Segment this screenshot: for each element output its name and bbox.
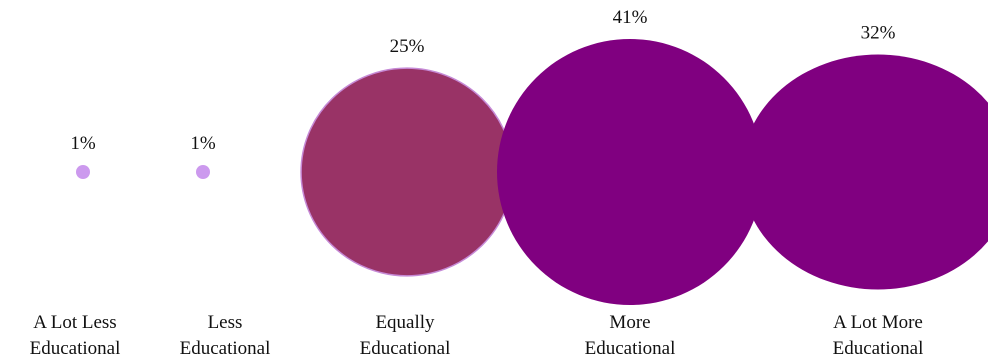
category-label-4-line-2: Educational: [585, 338, 676, 359]
bubble-2: [196, 165, 210, 179]
category-label-5-line-2: Educational: [833, 338, 924, 359]
category-label-1-line-1: A Lot Less: [33, 312, 116, 333]
category-label-1-line-2: Educational: [30, 338, 121, 359]
value-label-2: 1%: [190, 133, 216, 154]
category-label-2-line-1: Less: [208, 312, 243, 333]
value-label-1: 1%: [70, 133, 96, 154]
value-label-5: 32%: [861, 23, 896, 44]
bubble-3: [300, 67, 514, 277]
category-label-3-line-2: Educational: [360, 338, 451, 359]
category-label-4-line-1: More: [609, 312, 650, 333]
bubble-4: [497, 39, 763, 305]
bubble-5: [741, 54, 988, 290]
value-label-4: 41%: [613, 7, 648, 28]
value-label-3: 25%: [390, 36, 425, 57]
category-label-3-line-1: Equally: [375, 312, 435, 333]
category-label-2-line-2: Educational: [180, 338, 271, 359]
category-label-5-line-1: A Lot More: [833, 312, 923, 333]
bubble-1: [76, 165, 90, 179]
